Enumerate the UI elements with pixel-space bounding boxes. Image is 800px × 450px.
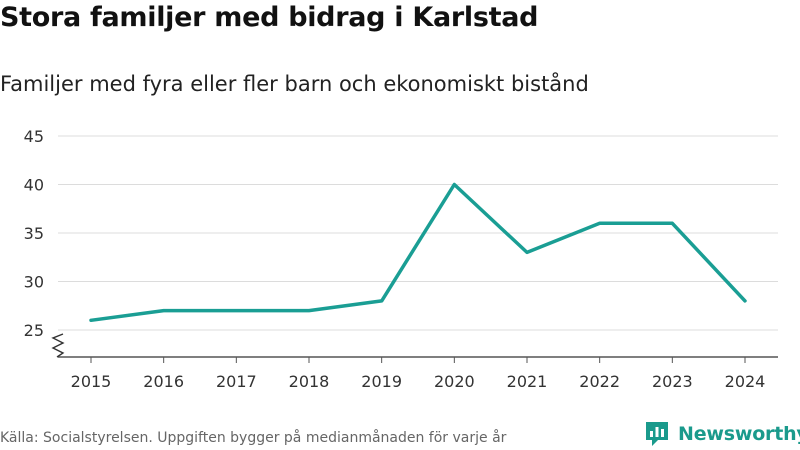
y-tick-label: 45 [24, 127, 44, 146]
x-tick-label: 2024 [725, 372, 766, 391]
x-tick-label: 2023 [652, 372, 693, 391]
x-tick-label: 2015 [71, 372, 112, 391]
x-tick-label: 2018 [289, 372, 330, 391]
x-tick-label: 2016 [143, 372, 184, 391]
brand-name: Newsworthy [678, 423, 800, 445]
newsworthy-logo-icon [646, 422, 668, 446]
x-axis-ticks: 2015 2016 2017 2018 2019 2020 2021 2022 2023 2024 [71, 357, 766, 391]
x-tick-label: 2021 [507, 372, 548, 391]
y-axis-ticks: 25 30 35 40 45 [24, 127, 44, 340]
x-tick-label: 2020 [434, 372, 475, 391]
series-line [89, 182, 747, 323]
brand-logo: Newsworthy [644, 420, 800, 448]
y-tick-label: 25 [24, 321, 44, 340]
y-tick-label: 35 [24, 224, 44, 243]
source-note: Källa: Socialstyrelsen. Uppgiften bygger… [0, 430, 507, 446]
chart-title: Stora familjer med bidrag i Karlstad [0, 2, 539, 33]
x-tick-label: 2017 [216, 372, 257, 391]
y-gridlines [58, 135, 778, 331]
chart-subtitle: Familjer med fyra eller fler barn och ek… [0, 72, 589, 96]
y-tick-label: 40 [24, 176, 44, 195]
y-tick-label: 30 [24, 273, 44, 292]
x-tick-label: 2022 [579, 372, 620, 391]
x-tick-label: 2019 [361, 372, 402, 391]
axis-break-icon [51, 333, 65, 358]
